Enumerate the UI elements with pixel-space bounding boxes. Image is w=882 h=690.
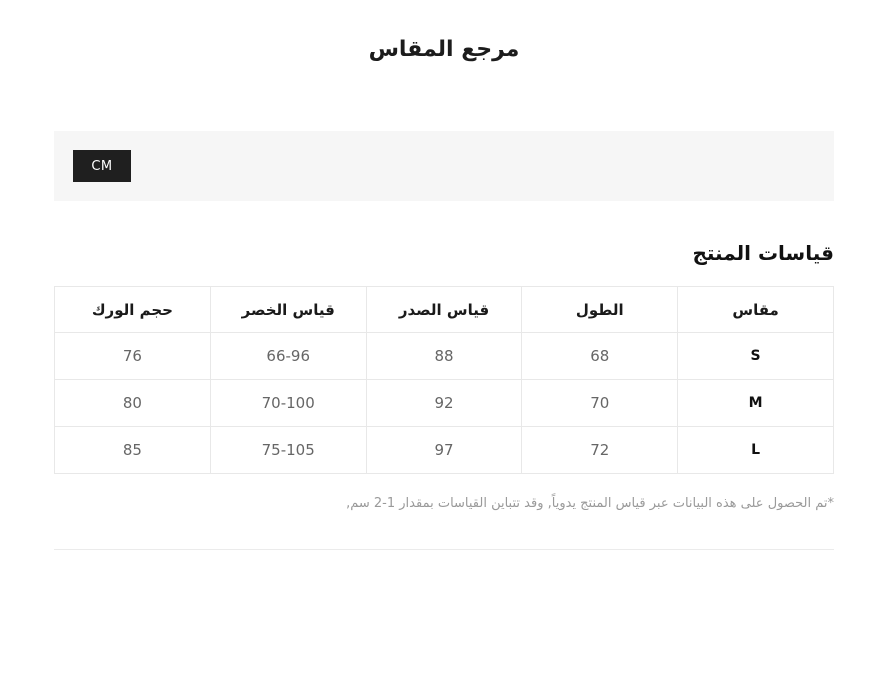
col-header-size: مقاس <box>677 286 834 333</box>
table-row-l: L 72 97 75-105 85 <box>54 426 834 474</box>
size-value: L <box>677 426 834 474</box>
measurements-table: مقاس الطول قياس الصدر قياس الخصر حجم الو… <box>54 286 834 474</box>
table-row-m: M 70 92 70-100 80 <box>54 379 834 427</box>
chest-value: 92 <box>365 379 523 427</box>
product-measurements-heading: قياسات المنتج <box>692 241 834 265</box>
length-value: 68 <box>521 332 679 380</box>
size-guide-page: مرجع المقاس CM قياسات المنتج مقاس الطول … <box>54 0 834 550</box>
waist-value: 70-100 <box>209 379 367 427</box>
page-title: مرجع المقاس <box>368 36 520 62</box>
chest-value: 88 <box>365 332 523 380</box>
col-header-waist: قياس الخصر <box>209 286 367 333</box>
chest-value: 97 <box>365 426 523 474</box>
cm-unit-toggle-button[interactable]: CM <box>73 150 131 182</box>
size-value: S <box>677 332 834 380</box>
table-row-s: S 68 88 66-96 76 <box>54 332 834 380</box>
col-header-chest: قياس الصدر <box>365 286 523 333</box>
col-header-hip: حجم الورك <box>54 286 211 333</box>
measurement-disclaimer: *تم الحصول على هذه البيانات عبر قياس الم… <box>346 496 834 511</box>
length-value: 70 <box>521 379 679 427</box>
col-header-length: الطول <box>521 286 679 333</box>
size-value: M <box>677 379 834 427</box>
waist-value: 66-96 <box>209 332 367 380</box>
hip-value: 76 <box>54 332 211 380</box>
hip-value: 80 <box>54 379 211 427</box>
length-value: 72 <box>521 426 679 474</box>
bottom-divider <box>54 549 834 550</box>
table-header-row: مقاس الطول قياس الصدر قياس الخصر حجم الو… <box>54 286 834 333</box>
unit-toggle-bar: CM <box>54 131 834 201</box>
waist-value: 75-105 <box>209 426 367 474</box>
hip-value: 85 <box>54 426 211 474</box>
